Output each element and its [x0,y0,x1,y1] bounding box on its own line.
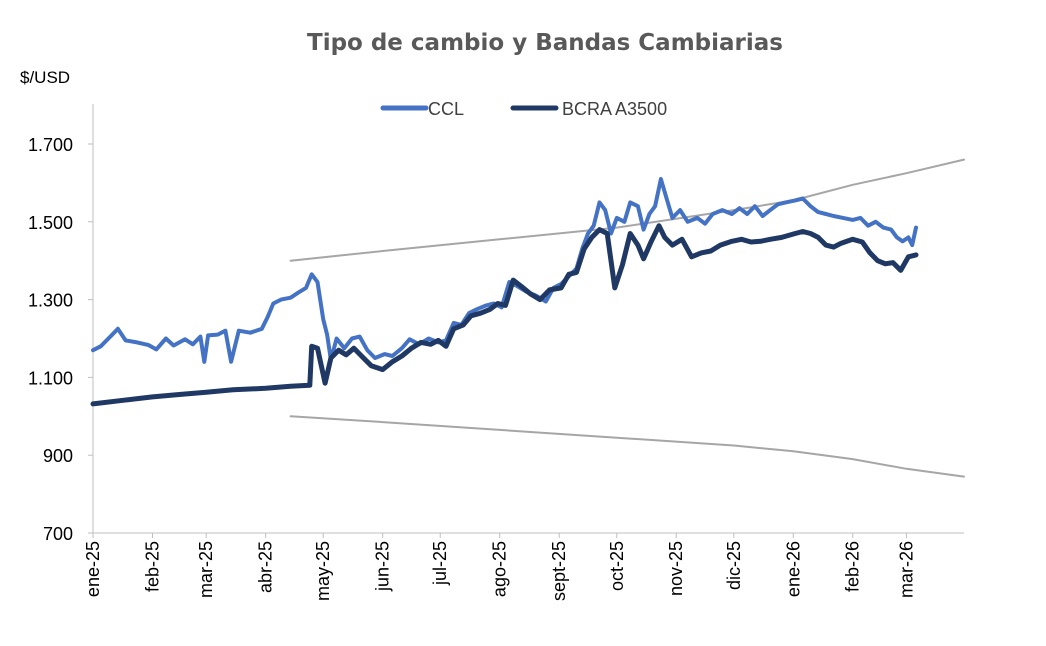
y-tick-label: 1.700 [28,135,73,155]
x-tick-label: sept-25 [549,541,569,601]
x-tick-label: jul-25 [430,541,450,586]
legend: CCL BCRA A3500 [380,99,667,119]
x-tick-label: oct-25 [607,541,627,591]
y-tick-label: 900 [43,446,73,466]
chart-title: Tipo de cambio y Bandas Cambiarias [307,30,783,56]
band-lower-line [289,415,965,478]
series-layer [90,158,965,478]
x-tick-label: jun-25 [373,541,393,592]
y-tick-label: 1.100 [28,368,73,388]
x-tick-label: mar-26 [896,541,916,598]
x-axis: ene-25 feb-25 mar-25 abr-25 may-25 jun-25 jul-… [83,532,964,601]
x-tick-label: feb-25 [142,541,162,592]
x-tick-label: feb-26 [843,541,863,592]
x-tick-label: ene-26 [783,541,803,597]
series-line-ccl [91,177,918,364]
x-tick-label: ago-25 [490,541,510,597]
x-tick-label: nov-25 [666,541,686,596]
legend-label-bcra-a3500: BCRA A3500 [562,99,667,119]
y-axis: 700 900 1.100 1.300 1.500 1.700 [28,104,94,544]
y-tick-label: 1.500 [28,213,73,233]
x-tick-label: abr-25 [256,541,276,593]
y-tick-label: 700 [43,524,73,544]
series-line-bcra-a3500 [90,223,919,407]
y-tick-label: 1.300 [28,291,73,311]
y-axis-unit-label: $/USD [20,68,70,87]
x-tick-label: mar-25 [196,541,216,598]
x-tick-label: dic-25 [724,541,744,590]
x-tick-label: ene-25 [83,541,103,597]
x-tick-label: may-25 [313,541,333,601]
legend-label-ccl: CCL [428,99,464,119]
